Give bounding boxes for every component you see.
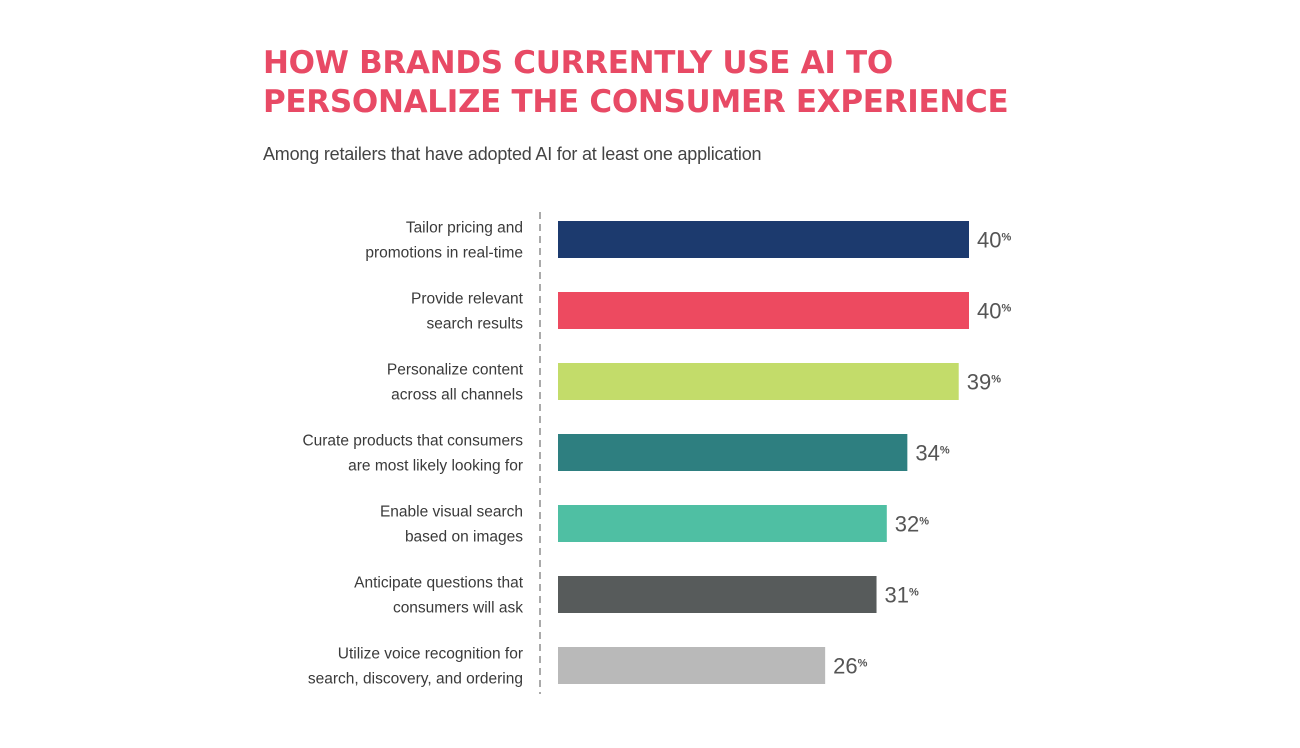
value-label-5: 32% [895, 512, 929, 537]
category-label-2: Provide relevant search results [411, 291, 524, 333]
chart-subtitle: Among retailers that have adopted AI for… [263, 144, 762, 164]
bar-7 [558, 647, 826, 684]
category-label-5: Enable visual search based on images [380, 504, 523, 546]
bar-4 [558, 434, 908, 471]
bar-1 [558, 221, 969, 258]
value-label-7: 26% [833, 654, 867, 679]
bars-group: Tailor pricing and promotions in real-tim… [302, 220, 1011, 688]
value-label-6: 31% [885, 583, 919, 608]
value-label-1: 40% [977, 228, 1011, 253]
category-label-7: Utilize voice recognition for search, dis… [308, 646, 523, 688]
value-label-2: 40% [977, 299, 1011, 324]
bar-6 [558, 576, 877, 613]
bar-3 [558, 363, 959, 400]
category-label-3: Personalize content across all channels [387, 362, 524, 404]
bar-5 [558, 505, 887, 542]
category-label-6: Anticipate questions that consumers will … [354, 575, 524, 617]
category-label-4: Curate products that consumers are most l… [302, 433, 523, 475]
value-label-4: 34% [915, 441, 949, 466]
bar-2 [558, 292, 969, 329]
chart-title: HOW BRANDS CURRENTLY USE AI TO PERSONALI… [263, 45, 1009, 120]
value-label-3: 39% [967, 370, 1001, 395]
category-label-1: Tailor pricing and promotions in real-tim… [365, 220, 523, 262]
